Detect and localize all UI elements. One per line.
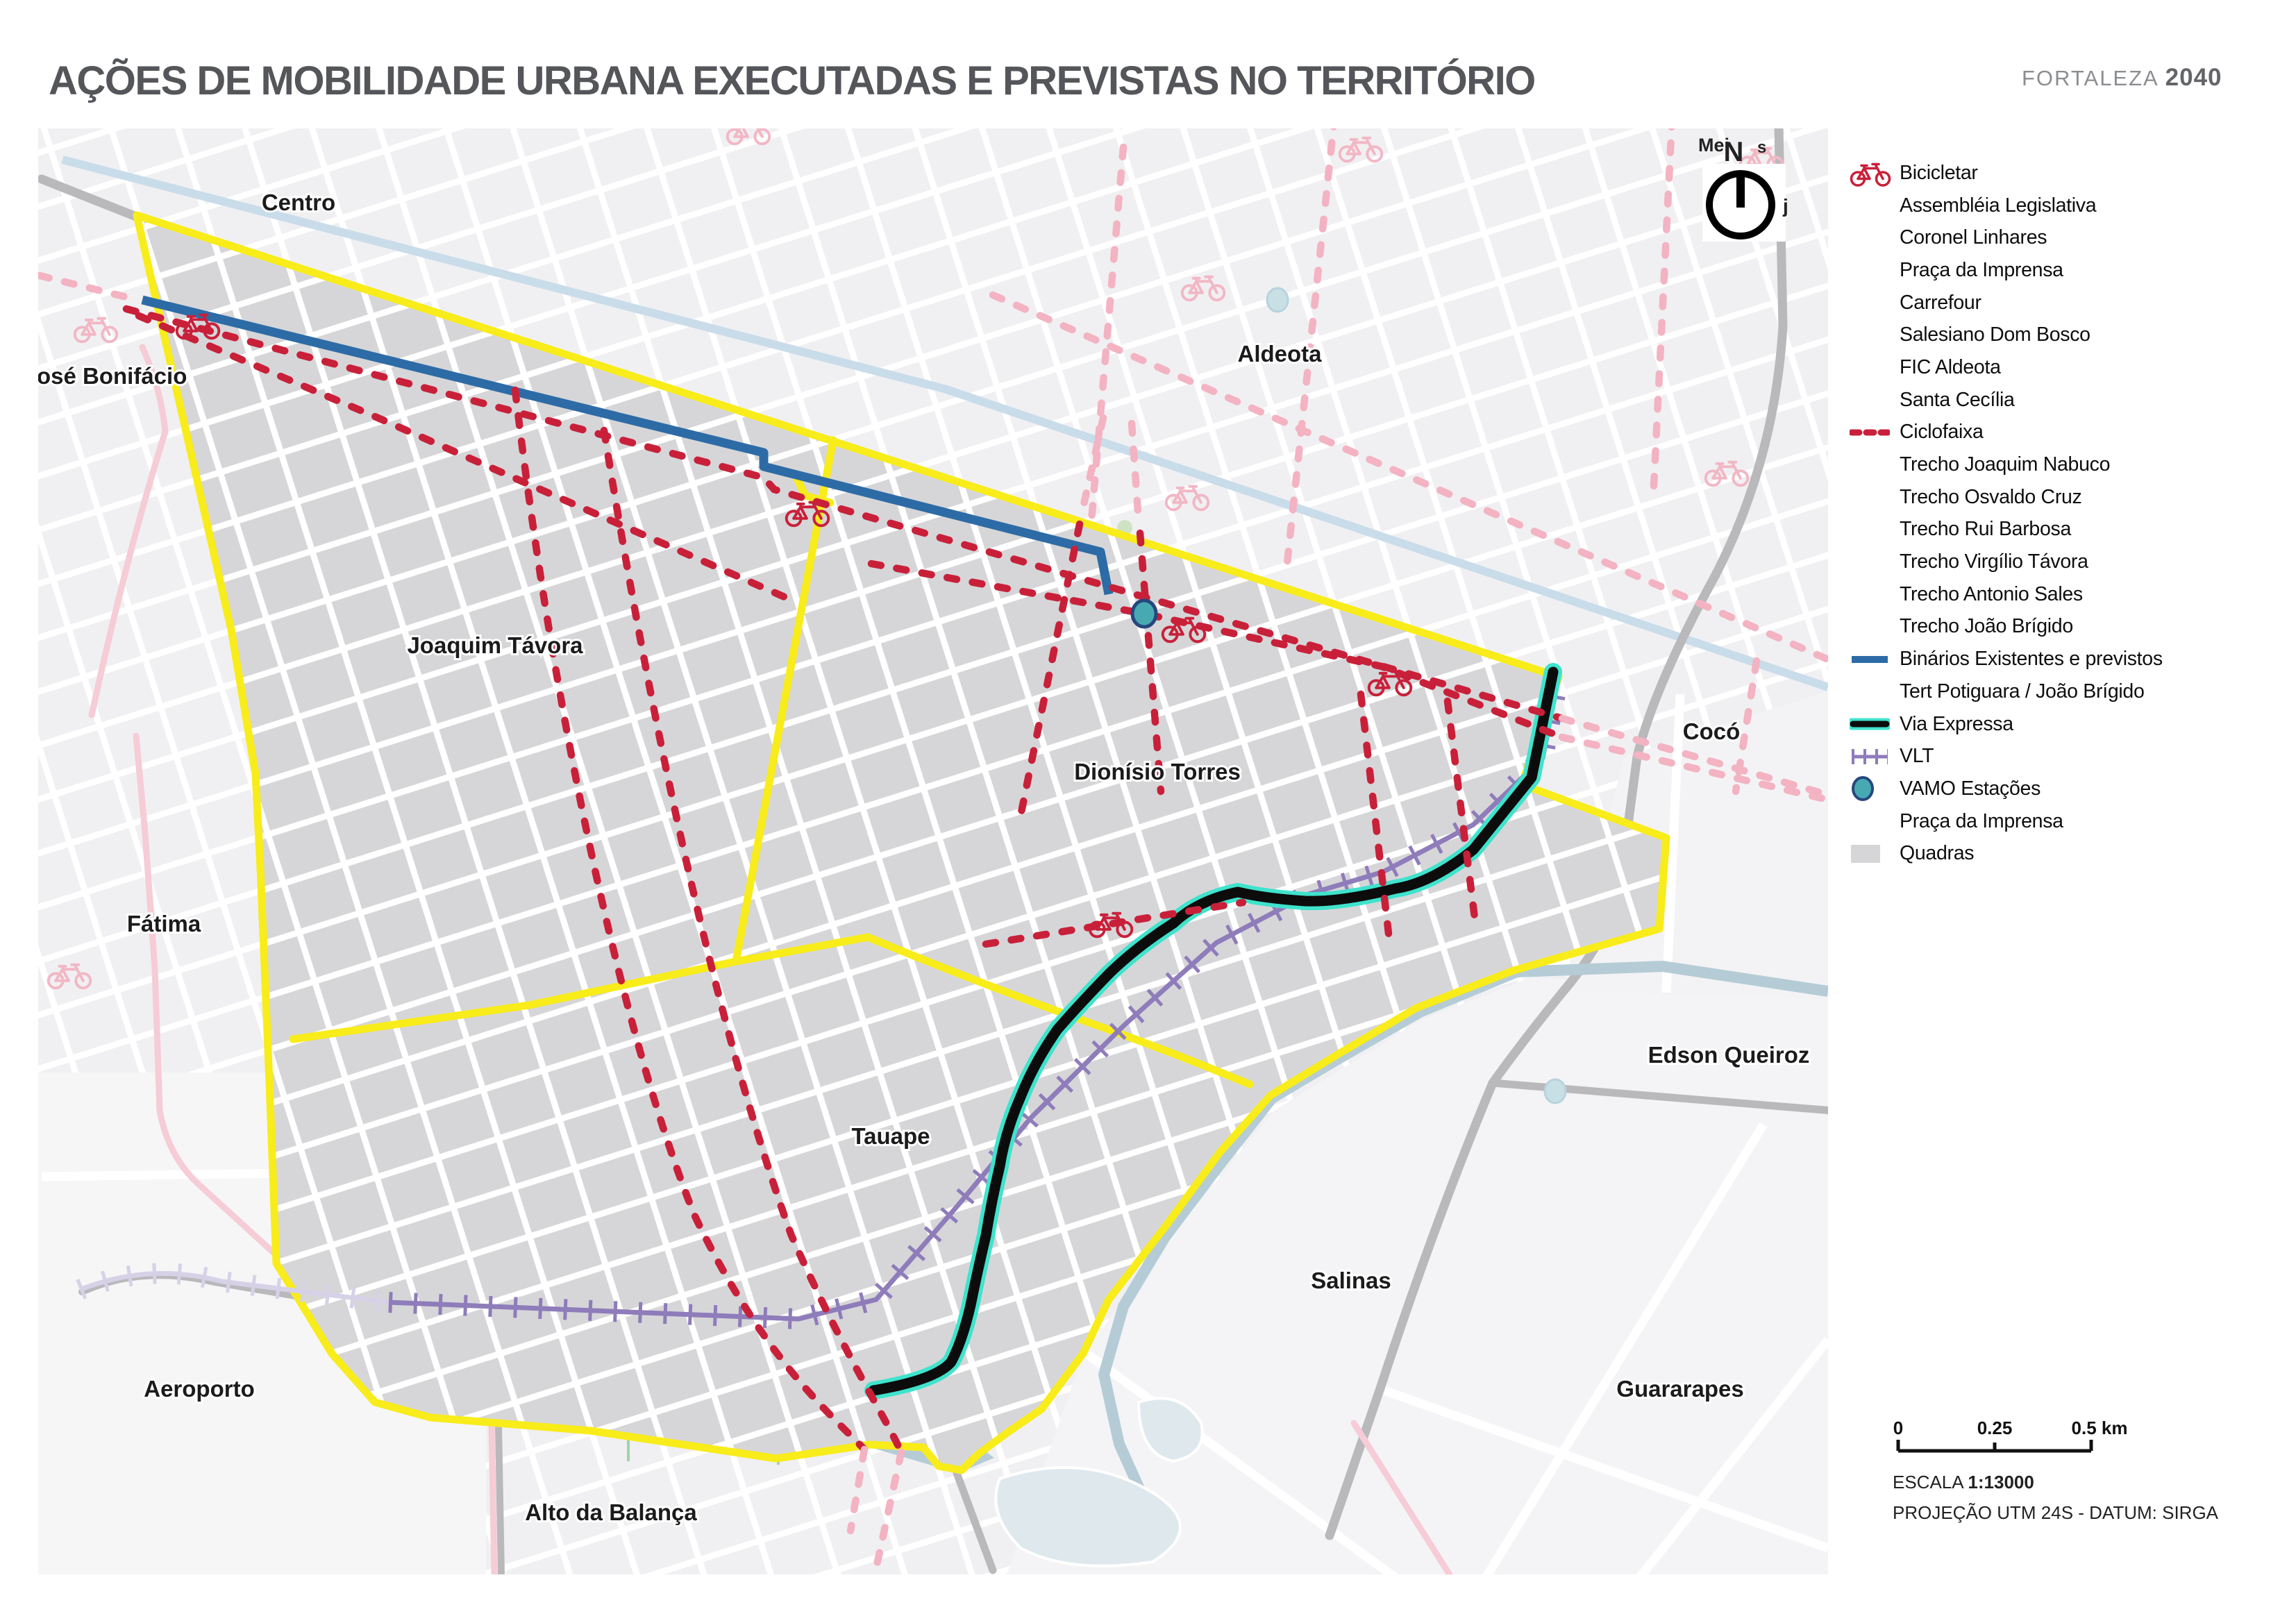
district-label: Aeroporto bbox=[144, 1376, 255, 1402]
district-label: Cocó bbox=[1683, 718, 1741, 744]
district-label: Centro bbox=[262, 190, 335, 215]
page-title: AÇÕES DE MOBILIDADE URBANA EXECUTADAS E … bbox=[49, 58, 1536, 103]
quadras-legend-icon bbox=[1850, 843, 1900, 864]
legend-item-trecho-joaquim-nabuco: Trecho Joaquim Nabuco bbox=[1900, 453, 2111, 476]
district-label: Fátima bbox=[127, 911, 201, 936]
legend-item-ciclofaixa: Ciclofaixa bbox=[1850, 417, 2280, 449]
scale-tick-end: 0.5 km bbox=[2072, 1418, 2128, 1438]
district-label: Salinas bbox=[1311, 1268, 1391, 1293]
legend-item-salesiano: Salesiano Dom Bosco bbox=[1900, 323, 2090, 346]
brand-name: FORTALEZA bbox=[2022, 66, 2159, 90]
district-label: Joaquim Távora bbox=[407, 632, 583, 658]
district-labels: Centro José Bonifácio Aldeota Joaquim Tá… bbox=[24, 187, 1811, 1527]
district-label: José Bonifácio bbox=[24, 363, 187, 389]
legend-item-quadras: Quadras bbox=[1850, 837, 2280, 870]
legend-item-trecho-antonio-sales: Trecho Antonio Sales bbox=[1900, 582, 2083, 605]
legend-item-trecho-joao-brigido: Trecho João Brígido bbox=[1900, 615, 2073, 638]
legend-item-santa-cecilia: Santa Cecília bbox=[1900, 388, 2015, 411]
district-label: Aldeota bbox=[1237, 341, 1322, 367]
vamo-station bbox=[1130, 598, 1158, 629]
vlt-line bbox=[76, 685, 1567, 1330]
legend-item-fic-aldeota: FIC Aldeota bbox=[1900, 355, 2001, 378]
ciclofaixa-prevista-lines bbox=[38, 128, 1828, 1574]
legend-item-tert-potiguara: Tert Potiguara / João Brígido bbox=[1900, 680, 2145, 703]
escala-label: ESCALA bbox=[1893, 1472, 1968, 1492]
projection-note: PROJEÇÃO UTM 24S - DATUM: SIRGAS 2000 bbox=[1893, 1502, 2219, 1523]
legend-item-coronel-linhares: Coronel Linhares bbox=[1900, 226, 2047, 249]
partial-label: j bbox=[1782, 195, 1788, 217]
legend-item-trecho-osvaldo-cruz: Trecho Osvaldo Cruz bbox=[1900, 485, 2082, 508]
north-compass: N Mei s j bbox=[1698, 135, 1788, 242]
scalebar: 0 0.25 0.5 km ESCALA 1:13000 PROJEÇÃO UT… bbox=[1886, 1406, 2275, 1549]
district-label: Guararapes bbox=[1616, 1376, 1743, 1402]
legend-item-vamo: VAMO Estações bbox=[1850, 773, 2280, 805]
via-expressa-legend-icon bbox=[1850, 716, 1900, 732]
legend-item-vlt: VLT bbox=[1850, 740, 2280, 773]
legend-item-carrefour: Carrefour bbox=[1900, 291, 1981, 314]
district-label: Tauape bbox=[851, 1123, 930, 1149]
brand-logo: FORTALEZA 2040 bbox=[2022, 64, 2222, 92]
legend-item-bicicletar: Bicicletar bbox=[1850, 157, 2280, 190]
ciclofaixa-lines bbox=[122, 305, 1566, 1456]
legend-item-trecho-virgilio-tavora: Trecho Virgílio Távora bbox=[1900, 550, 2088, 573]
vamo-station-faded bbox=[1266, 287, 1289, 313]
legend-item-assembleia: Assembléia Legislativa bbox=[1900, 194, 2097, 217]
binarios-line bbox=[141, 295, 1114, 596]
ciclofaixa-legend-icon bbox=[1850, 428, 1900, 437]
district-label: Dionísio Torres bbox=[1074, 759, 1241, 784]
escala-value: 1:13000 bbox=[1968, 1472, 2034, 1492]
partial-label: s bbox=[1757, 138, 1766, 157]
vamo-stations bbox=[1130, 287, 1567, 1104]
compass-n: N bbox=[1724, 137, 1744, 167]
district-label: Alto da Balança bbox=[525, 1499, 697, 1525]
territory-boundary bbox=[133, 211, 1670, 1474]
legend-item-praca-da-imprensa-2: Praça da Imprensa bbox=[1900, 809, 2063, 832]
bicicletar-legend-icon bbox=[1850, 159, 1900, 187]
legend-item-binarios: Binários Existentes e previstos bbox=[1850, 643, 2280, 675]
vlt-legend-icon bbox=[1850, 748, 1900, 766]
district-label: Edson Queiroz bbox=[1648, 1042, 1810, 1068]
legend: Bicicletar Assembléia Legislativa Corone… bbox=[1850, 157, 2280, 870]
svg-text:ESCALA 1:13000: ESCALA 1:13000 bbox=[1893, 1472, 2034, 1492]
via-expressa-line bbox=[864, 663, 1562, 1399]
partial-label: Mei bbox=[1698, 135, 1729, 155]
scale-tick-0: 0 bbox=[1893, 1418, 1903, 1438]
binarios-legend-icon bbox=[1850, 655, 1900, 664]
brand-year: 2040 bbox=[2165, 64, 2222, 91]
avenue-blue bbox=[61, 155, 1828, 691]
legend-item-praca-da-imprensa: Praça da Imprensa bbox=[1900, 258, 2063, 281]
legend-item-trecho-rui-barbosa: Trecho Rui Barbosa bbox=[1900, 518, 2071, 541]
scale-tick-mid: 0.25 bbox=[1977, 1418, 2013, 1438]
legend-item-via-expressa: Via Expressa bbox=[1850, 708, 2280, 741]
vamo-station-faded bbox=[1543, 1078, 1567, 1104]
vamo-legend-icon bbox=[1850, 775, 1900, 802]
